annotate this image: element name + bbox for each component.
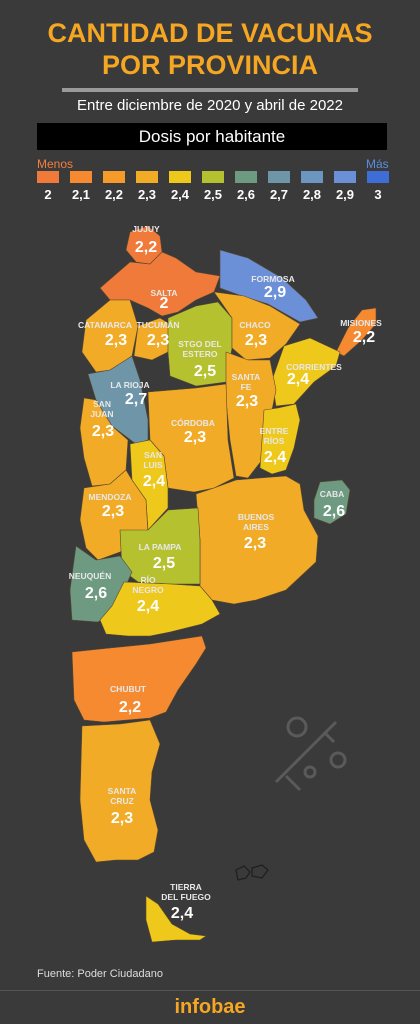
province-value-caba: 2,6 [323, 503, 345, 520]
province-name-sgo: STGO DEL ESTERO [178, 339, 221, 359]
province-value-tucuman: 2,3 [147, 332, 169, 349]
province-value-sanluis: 2,4 [143, 473, 165, 490]
legend-high-label: Más [366, 157, 389, 171]
province-name-larioja: LA RIOJA [110, 380, 149, 390]
title-line-1: CANTIDAD DE VACUNAS [47, 18, 373, 48]
province-value-chubut: 2,2 [119, 699, 141, 716]
province-name-misiones: MISIONES [340, 318, 382, 328]
malvinas-islands [235, 864, 269, 881]
province-value-santafe: 2,3 [236, 393, 258, 410]
province-name-corrientes: CORRIENTES [286, 362, 342, 372]
legend-swatch [334, 171, 356, 183]
province-chubut [71, 635, 207, 723]
vaccine-icon [274, 716, 347, 792]
province-value-neuquen: 2,6 [85, 585, 107, 602]
province-value-tierradelfuego: 2,4 [171, 905, 193, 922]
province-name-jujuy: JUJUY [132, 224, 160, 234]
legend-value: 3 [374, 187, 382, 202]
legend-value: 2,2 [104, 187, 124, 202]
province-value-jujuy: 2,2 [135, 239, 157, 256]
province-name-tierradelfuego: TIERRA DEL FUEGO [161, 882, 211, 902]
footer-divider [0, 990, 420, 991]
province-name-tucuman: TUCUMÁN [137, 320, 180, 330]
province-name-mendoza: MENDOZA [89, 492, 132, 502]
province-value-santacruz: 2,3 [111, 810, 133, 827]
province-name-buenosaires: BUENOS AIRES [238, 512, 275, 532]
legend-swatch [169, 171, 191, 183]
legend-swatch [103, 171, 125, 183]
province-tierradelfuego [145, 895, 207, 943]
province-rionegro [99, 581, 221, 637]
province-name-salta: SALTA [150, 288, 177, 298]
province-value-chaco: 2,3 [245, 332, 267, 349]
province-formosa [219, 249, 319, 323]
province-name-santafe: SANTA FE [232, 372, 261, 392]
province-value-sanjuan: 2,3 [92, 423, 114, 440]
legend-value: 2,7 [269, 187, 289, 202]
legend-swatch [70, 171, 92, 183]
province-value-larioja: 2,7 [125, 391, 147, 408]
province-name-lapampa: LA PAMPA [139, 542, 182, 552]
province-name-entrerios: ENTRE RÍOS [260, 426, 289, 446]
province-name-sanluis: SAN LUIS [143, 450, 163, 470]
legend-value: 2,8 [302, 187, 322, 202]
legend-value: 2,4 [170, 187, 190, 202]
legend-value: 2 [44, 187, 52, 202]
legend-value: 2,9 [335, 187, 355, 202]
brand-logo: infobae [174, 996, 246, 1018]
legend-title-band: Dosis por habitante [37, 123, 387, 150]
province-value-formosa: 2,9 [264, 284, 286, 301]
province-chaco [213, 291, 301, 361]
province-name-cordoba: CÓRDOBA [171, 417, 215, 428]
legend-swatch [202, 171, 224, 183]
legend-value: 2,3 [137, 187, 157, 202]
province-name-caba: CABA [320, 489, 345, 499]
title-rule [62, 88, 358, 92]
legend-swatch [268, 171, 290, 183]
province-name-rionegro: RÍO NEGRO [132, 575, 164, 595]
source-note: Fuente: Poder Ciudadano [37, 968, 163, 980]
legend-swatch [367, 171, 389, 183]
province-value-buenosaires: 2,3 [244, 535, 266, 552]
province-name-santacruz: SANTA CRUZ [108, 786, 137, 806]
legend-swatch [301, 171, 323, 183]
province-santacruz [79, 719, 161, 863]
province-name-formosa: FORMOSA [251, 274, 294, 284]
province-value-lapampa: 2,5 [153, 555, 175, 572]
province-value-salta: 2 [160, 295, 169, 312]
legend-value: 2,1 [71, 187, 91, 202]
title-line-2: POR PROVINCIA [101, 50, 319, 80]
legend-low-label: Menos [37, 157, 74, 171]
province-value-corrientes: 2,4 [287, 371, 309, 388]
province-value-cordoba: 2,3 [184, 429, 206, 446]
province-caba [313, 479, 351, 525]
legend-value: 2,5 [203, 187, 223, 202]
province-entrerios [259, 403, 301, 475]
province-value-rionegro: 2,4 [137, 598, 159, 615]
legend-value: 2,6 [236, 187, 256, 202]
province-value-mendoza: 2,3 [102, 503, 124, 520]
province-value-entrerios: 2,4 [264, 449, 286, 466]
province-value-catamarca: 2,3 [105, 332, 127, 349]
province-name-sanjuan: SAN JUAN [90, 399, 113, 419]
legend-swatch [37, 171, 59, 183]
province-value-misiones: 2,2 [353, 329, 375, 346]
subtitle: Entre diciembre de 2020 y abril de 2022 [76, 97, 343, 114]
province-name-chaco: CHACO [239, 320, 271, 330]
province-name-chubut: CHUBUT [110, 684, 147, 694]
province-name-neuquen: NEUQUÉN [69, 571, 112, 581]
province-value-sgo: 2,5 [194, 363, 216, 380]
legend-swatch [136, 171, 158, 183]
province-name-catamarca: CATAMARCA [78, 320, 132, 330]
legend-swatch [235, 171, 257, 183]
